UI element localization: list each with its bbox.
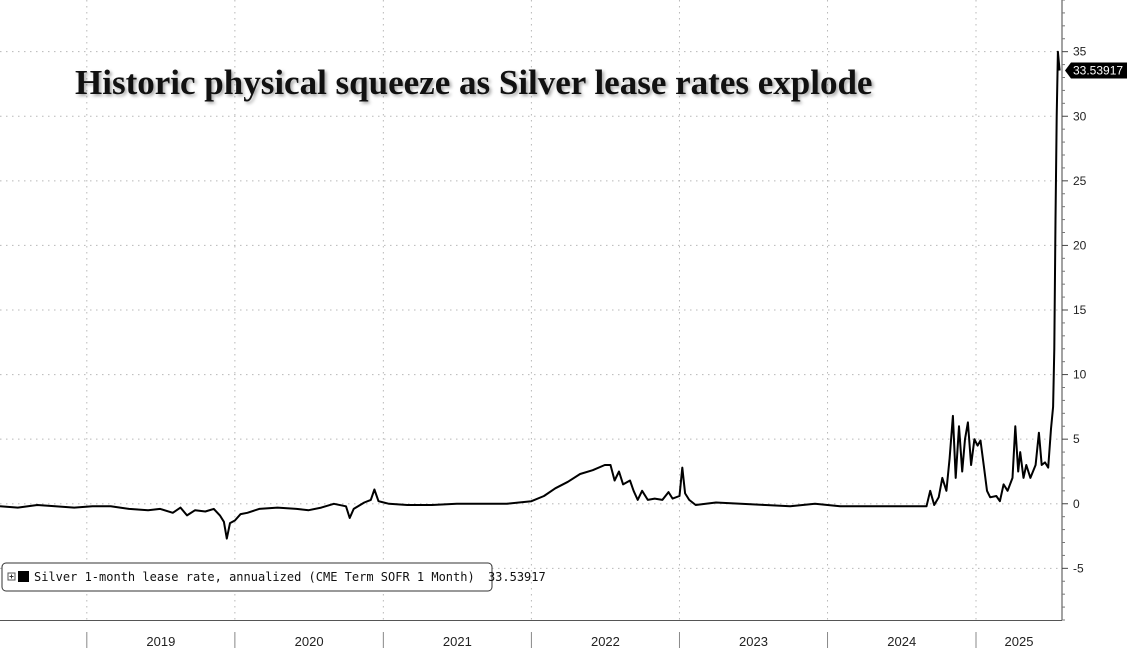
y-tick-label: 10 xyxy=(1073,368,1087,382)
y-tick-label: 15 xyxy=(1073,303,1087,317)
legend-series-name: Silver 1-month lease rate, annualized (C… xyxy=(34,570,475,584)
x-tick-label: 2024 xyxy=(887,634,916,648)
x-tick-label: 2022 xyxy=(591,634,620,648)
y-tick-label: 35 xyxy=(1073,45,1087,59)
y-axis-ticks: -5 0 5 10 15 20 25 30 35 xyxy=(1062,0,1087,621)
x-tick-label: 2019 xyxy=(146,634,175,648)
legend-swatch xyxy=(18,571,29,582)
y-tick-label: 5 xyxy=(1073,432,1080,446)
last-value-callout: 33.53917 xyxy=(1065,62,1127,79)
y-tick-label: 25 xyxy=(1073,174,1087,188)
x-tick-label: 2023 xyxy=(739,634,768,648)
x-tick-label: 2025 xyxy=(1005,634,1034,648)
legend-series-value: 33.53917 xyxy=(488,570,546,584)
last-value-background xyxy=(1065,62,1127,79)
y-tick-label: 0 xyxy=(1073,497,1080,511)
x-tick-label: 2021 xyxy=(443,634,472,648)
vertical-gridlines xyxy=(86,0,977,620)
x-tick-label: 2020 xyxy=(295,634,324,648)
last-value-label: 33.53917 xyxy=(1073,64,1123,78)
chart-title: Historic physical squeeze as Silver leas… xyxy=(75,63,872,102)
legend-box xyxy=(1,562,493,592)
series-line-silver-lease-rate xyxy=(0,50,1061,540)
y-tick-label: 30 xyxy=(1073,109,1087,123)
y-tick-label: 20 xyxy=(1073,238,1087,252)
x-axis: 2019 2020 2021 2022 2023 2024 2025 xyxy=(0,620,1062,648)
horizontal-gridlines xyxy=(0,51,1062,569)
legend[interactable]: Silver 1-month lease rate, annualized (C… xyxy=(1,562,546,592)
legend-label: Silver 1-month lease rate, annualized (C… xyxy=(34,570,546,584)
y-tick-label: -5 xyxy=(1073,561,1084,575)
